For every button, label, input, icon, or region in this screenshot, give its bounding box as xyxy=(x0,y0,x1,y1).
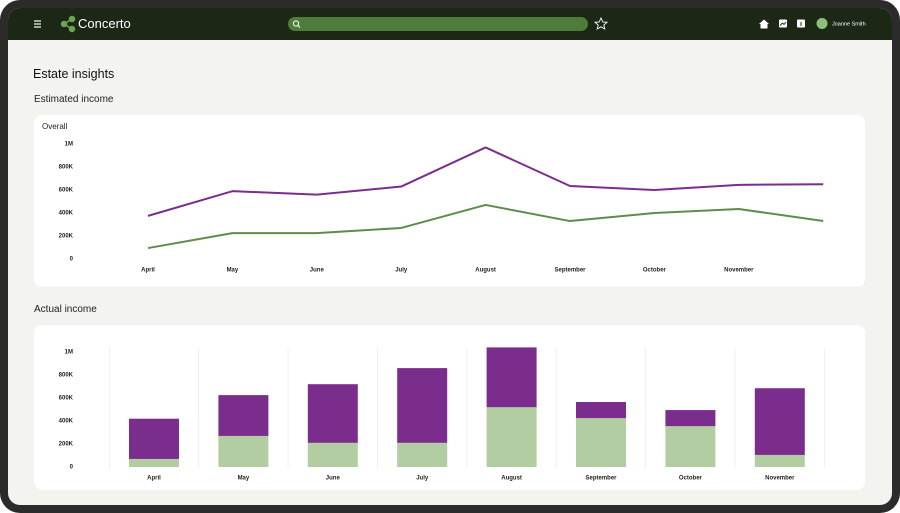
x-tick-label: October xyxy=(643,268,667,274)
favorite-button[interactable] xyxy=(593,16,609,30)
x-tick-label: October xyxy=(679,476,703,482)
y-tick-label: 1M xyxy=(65,350,73,356)
user-name[interactable]: Joanne Smith xyxy=(832,21,866,27)
y-tick-label: 400K xyxy=(59,211,74,217)
bar-segment xyxy=(397,442,448,467)
bar-segment xyxy=(754,454,805,467)
y-tick-label: 0 xyxy=(70,257,74,263)
bar-segment xyxy=(486,347,537,408)
bar-segment xyxy=(129,418,179,459)
bar-segment xyxy=(665,426,716,467)
line-series xyxy=(147,203,824,250)
avatar[interactable] xyxy=(816,18,828,29)
x-tick-label: May xyxy=(238,476,250,482)
y-tick-label: 600K xyxy=(59,188,74,194)
x-tick-label: November xyxy=(724,268,754,274)
bar-segment xyxy=(218,435,269,467)
x-tick-label: September xyxy=(585,476,617,482)
bar-segment xyxy=(307,442,358,467)
home-button[interactable] xyxy=(759,19,769,29)
bar-segment xyxy=(665,410,716,427)
brand: Concerto xyxy=(78,16,131,31)
bar-segment xyxy=(576,402,626,419)
x-tick-label: August xyxy=(475,268,496,274)
y-tick-label: 200K xyxy=(59,234,74,240)
x-tick-label: April xyxy=(141,268,155,274)
bar-segment xyxy=(576,418,626,467)
y-tick-label: 800K xyxy=(59,373,74,379)
section-title: Actual income xyxy=(34,304,97,315)
x-tick-label: September xyxy=(554,268,586,274)
x-tick-label: July xyxy=(395,268,408,274)
x-tick-label: April xyxy=(147,476,161,482)
bar-segment xyxy=(486,407,537,467)
menu-button[interactable] xyxy=(34,20,41,28)
bar-segment xyxy=(307,384,358,443)
x-tick-label: June xyxy=(326,476,341,482)
chart-subtitle: Overall xyxy=(42,122,68,131)
x-tick-label: June xyxy=(310,268,325,274)
y-tick-label: 0 xyxy=(70,465,74,471)
logo-icon xyxy=(60,15,76,33)
y-tick-label: 400K xyxy=(59,419,74,425)
line-series xyxy=(147,146,824,217)
bar-segment xyxy=(218,395,269,436)
bar-segment xyxy=(754,388,805,455)
y-tick-label: 600K xyxy=(59,396,74,402)
chart-card xyxy=(34,115,865,287)
x-tick-label: May xyxy=(227,268,239,274)
search-icon xyxy=(292,20,300,27)
y-tick-label: 200K xyxy=(59,442,74,448)
x-tick-label: July xyxy=(416,476,429,482)
x-tick-label: November xyxy=(765,476,795,482)
bar-segment xyxy=(129,458,179,467)
section-title: Estimated income xyxy=(34,94,114,105)
bar-segment xyxy=(397,368,448,443)
page-title: Estate insights xyxy=(33,67,114,81)
x-tick-label: August xyxy=(501,476,522,482)
search-bar[interactable] xyxy=(288,17,588,31)
y-tick-label: 800K xyxy=(59,165,74,171)
y-tick-label: 1M xyxy=(65,142,73,148)
